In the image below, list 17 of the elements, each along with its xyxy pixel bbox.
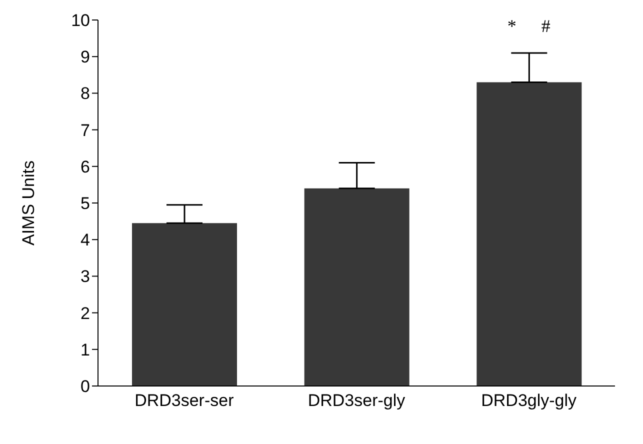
y-tick-label: 10 [71, 11, 90, 30]
y-tick-label: 0 [80, 377, 90, 396]
y-tick-label: 6 [80, 157, 90, 176]
y-tick-label: 4 [80, 230, 90, 250]
annotation: * [507, 16, 516, 36]
y-tick-label: 8 [80, 84, 90, 104]
annotation: # [541, 16, 550, 36]
y-tick-label: 5 [80, 194, 90, 214]
x-tick-label: DRD3ser-gly [308, 391, 406, 410]
y-tick-label: 3 [80, 267, 90, 286]
x-tick-label: DRD3ser-ser [134, 391, 234, 410]
y-tick-label: 9 [80, 48, 90, 67]
x-tick-label: DRD3gly-gly [481, 391, 578, 410]
y-tick-label: 1 [80, 340, 90, 360]
y-tick-label: 2 [80, 304, 90, 323]
y-tick-label: 7 [80, 120, 90, 140]
y-axis-title: AIMS Units [19, 160, 38, 246]
